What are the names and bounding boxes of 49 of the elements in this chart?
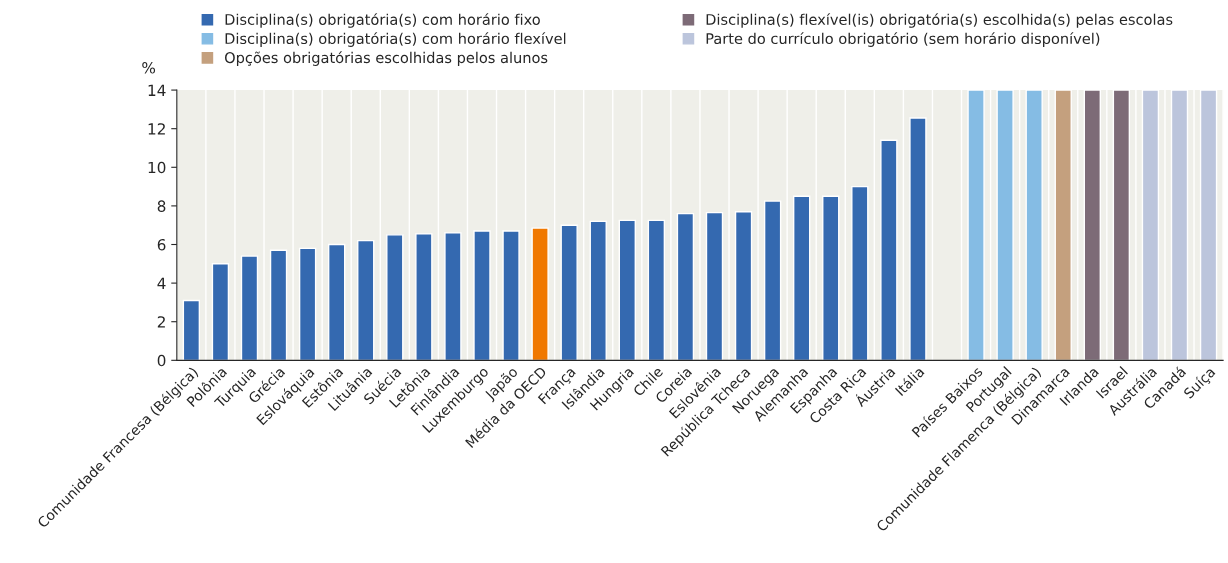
bar <box>851 185 869 361</box>
bar <box>618 219 636 361</box>
legend-label: Disciplina(s) flexível(is) obrigatória(s) escolhida(s) pelas escolas <box>706 13 1173 28</box>
y-tick-label: 2 <box>157 316 165 328</box>
bar <box>298 247 317 361</box>
bar <box>386 234 404 361</box>
bar <box>967 90 985 361</box>
bar <box>560 224 578 361</box>
y-tick-label: 0 <box>157 354 166 367</box>
bar <box>589 220 607 361</box>
bar <box>1170 90 1189 361</box>
bar <box>1025 90 1043 361</box>
bar <box>705 211 724 361</box>
bar <box>327 243 346 361</box>
bar <box>792 195 811 361</box>
bar <box>269 249 288 361</box>
y-axis-title: % <box>142 62 156 74</box>
legend-label: Opções obrigatórias escolhidas pelos alunos <box>224 51 548 66</box>
bar <box>734 210 753 361</box>
bar <box>211 263 230 361</box>
bar <box>647 219 666 361</box>
bar <box>240 255 259 361</box>
bar <box>996 90 1014 361</box>
bar <box>1199 90 1218 361</box>
bar <box>822 195 840 361</box>
bar <box>676 212 695 361</box>
bar <box>909 117 927 361</box>
bar <box>182 299 201 361</box>
legend-label: Parte do currículo obrigatório (sem horário disponível) <box>706 32 1100 47</box>
bar <box>415 233 433 361</box>
bar <box>502 230 520 361</box>
y-tick-label: 6 <box>157 238 166 251</box>
bar <box>880 139 898 361</box>
bar <box>444 232 462 361</box>
bar <box>1112 90 1131 361</box>
bar <box>1083 90 1101 361</box>
y-tick-label: 14 <box>148 84 166 96</box>
bar <box>763 200 782 361</box>
bar <box>1141 90 1160 361</box>
y-tick-label: 8 <box>157 200 166 212</box>
y-tick-label: 12 <box>148 123 165 135</box>
bar <box>1054 90 1072 361</box>
legend-label: Disciplina(s) obrigatória(s) com horário fixo <box>225 13 540 28</box>
bar <box>473 230 491 361</box>
y-tick-label: 4 <box>157 277 166 289</box>
bar <box>531 227 549 361</box>
bar <box>357 239 375 361</box>
y-tick-label: 10 <box>148 161 166 174</box>
legend-label: Disciplina(s) obrigatória(s) com horário flexível <box>225 32 566 47</box>
